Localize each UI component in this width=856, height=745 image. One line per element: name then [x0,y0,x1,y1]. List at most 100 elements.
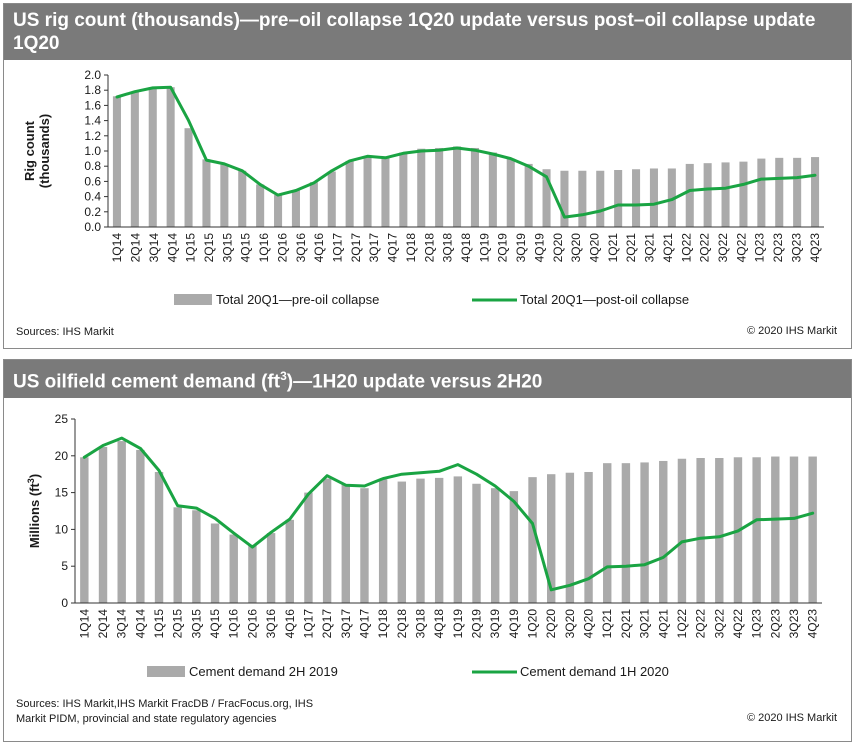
line-point [811,512,814,515]
x-tick-label: 4Q15 [208,609,222,639]
line-point [652,203,656,206]
x-tick-label: 3Q18 [441,233,455,263]
line-point [563,215,566,219]
x-tick-label: 1Q16 [257,233,271,263]
rig-count-chart: 0.00.20.4 0.60.81.01.21.4 1.61.82.0 1Q14 2Q1… [22,68,824,307]
bar [524,163,533,227]
bar [757,158,766,227]
line-point [176,504,179,508]
bar [256,184,265,227]
bar [291,190,300,227]
line-point [531,522,534,525]
bar [309,182,318,227]
line-point [366,155,369,158]
bar [154,471,164,603]
bar [685,163,694,227]
x-tick-label: 3Q16 [294,233,308,263]
line-point [699,537,702,540]
x-tick-label: 2Q22 [694,609,708,639]
bar [248,544,257,603]
bar [98,446,108,603]
chart-source: Sources: IHS Markit [16,326,114,338]
chart-copyright: © 2020 IHS Markit [746,325,837,337]
bar [453,476,463,603]
source-line: Markit PIDM, provincial and state regula… [16,713,277,725]
x-tick-label: 3Q15 [189,609,203,639]
bar [506,158,515,227]
line-point [157,469,161,472]
x-tick-label: 4Q23 [806,609,820,639]
line-point [512,500,516,503]
series-line [115,85,817,219]
x-tick-label: 4Q14 [165,233,179,263]
y-tick-label: 0.0 [84,220,101,234]
x-tick-label: 2Q15 [171,609,185,639]
x-tick-label: 3Q19 [514,233,528,263]
x-tick-label: 3Q14 [115,609,129,639]
line-point [774,517,777,521]
line-point [133,90,137,93]
x-tick-label: 3Q15 [220,233,234,263]
line-point [760,177,763,181]
x-tick-label: 2Q23 [768,609,782,639]
bar [490,488,500,603]
bar [417,148,426,227]
line-point [599,209,602,213]
x-tick-label: 4Q19 [532,233,546,263]
line-point [437,470,441,473]
bar [341,484,350,603]
x-tick-label: 1Q18 [404,233,418,263]
line-point [420,149,423,153]
bar [117,441,126,603]
y-tick-label: 0.6 [84,174,101,188]
legend-label: Cement demand 2H 2019 [189,664,338,679]
bar [542,169,551,227]
line-point [545,175,548,179]
x-tick-label: 1Q21 [606,233,620,263]
bar [327,171,336,227]
y-tick-label: 0 [61,596,68,610]
bar [703,163,712,227]
x-tick-label: 2Q17 [320,609,334,639]
bar [173,507,182,603]
y-axis-title: (thousands) [37,114,52,188]
line-point [662,556,665,559]
bar [547,474,556,603]
x-tick-label: 1Q15 [152,609,166,639]
bar [453,146,462,227]
title-superscript: 3 [280,369,287,383]
x-tick-label: 1Q22 [675,609,689,639]
y-tick-label: 1.2 [84,129,101,143]
line-point [437,149,441,152]
x-tick-label: 2Q19 [470,609,484,639]
bar [266,533,276,603]
x-tick-label: 4Q20 [588,233,602,263]
bar [470,147,479,227]
line-point [344,484,347,487]
x-tick-label: 3Q20 [569,233,583,263]
bar [399,152,408,227]
y-tick-label: 1.8 [84,83,101,97]
line-point [195,506,198,510]
chart-source: Sources: IHS Markit,IHS Markit FracDB / … [16,697,313,727]
x-tick-label: 2Q21 [619,609,633,639]
line-point [139,447,142,450]
y-tick-label: 20 [55,449,69,463]
y-tick-label: 1.0 [84,144,101,158]
y-tick-label: 25 [55,412,69,426]
line-point [680,540,684,544]
bar [659,460,668,603]
line-point [83,456,86,459]
bar [363,156,372,227]
x-tick-label: 4Q17 [386,233,400,263]
bar [640,462,649,603]
x-tick-label: 2Q14 [129,233,143,263]
line-point [473,149,477,152]
legend-label: Cement demand 1H 2020 [520,664,669,679]
bar [632,169,641,227]
x-tick-label: 4Q22 [731,609,745,639]
x-tick-label: 2Q20 [551,233,565,263]
x-tick-label: 3Q22 [716,233,730,263]
legend-swatch-bar [147,666,185,677]
line-point [402,152,405,155]
